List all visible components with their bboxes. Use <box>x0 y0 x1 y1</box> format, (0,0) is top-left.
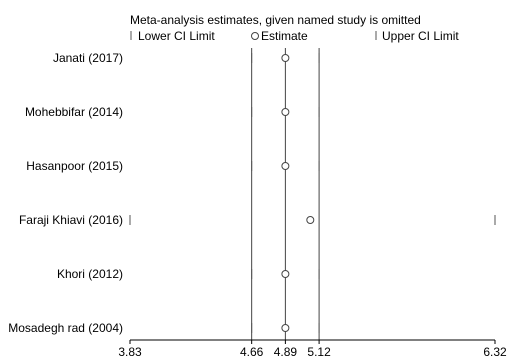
study-label-3: Faraji Khiavi (2016) <box>19 213 123 227</box>
chart-title: Meta-analysis estimates, given named stu… <box>130 13 421 27</box>
study-label-1: Mohebbifar (2014) <box>25 105 123 119</box>
legend: Lower CI Limit Estimate Upper CI Limit <box>130 29 459 43</box>
estimate-point-1 <box>281 108 290 116</box>
estimate-point-4 <box>281 270 290 278</box>
study-label-0: Janati (2017) <box>53 51 123 65</box>
legend-estimate-label: Estimate <box>261 29 308 43</box>
legend-estimate-symbol <box>251 32 259 40</box>
x-tick-label-3: 5.12 <box>307 345 331 356</box>
x-tick-label-1: 4.66 <box>240 345 264 356</box>
estimate-point-0 <box>281 54 290 62</box>
study-label-2: Hasanpoor (2015) <box>26 159 123 173</box>
plot-area: 3.83 4.66 4.89 5.12 6.32 Janati (2017) Mohebbi… <box>8 48 507 356</box>
x-tick-label-2: 4.89 <box>274 345 298 356</box>
legend-lower-ci-label: Lower CI Limit <box>138 29 215 43</box>
study-label-4: Khori (2012) <box>57 267 123 281</box>
study-label-5: Mosadegh rad (2004) <box>8 321 123 335</box>
estimate-point-3 <box>306 216 315 224</box>
x-tick-label-0: 3.83 <box>118 345 142 356</box>
estimate-point-5 <box>281 324 290 332</box>
estimate-point-2 <box>281 162 290 170</box>
legend-upper-ci-label: Upper CI Limit <box>382 29 459 43</box>
x-tick-label-4: 6.32 <box>483 345 507 356</box>
